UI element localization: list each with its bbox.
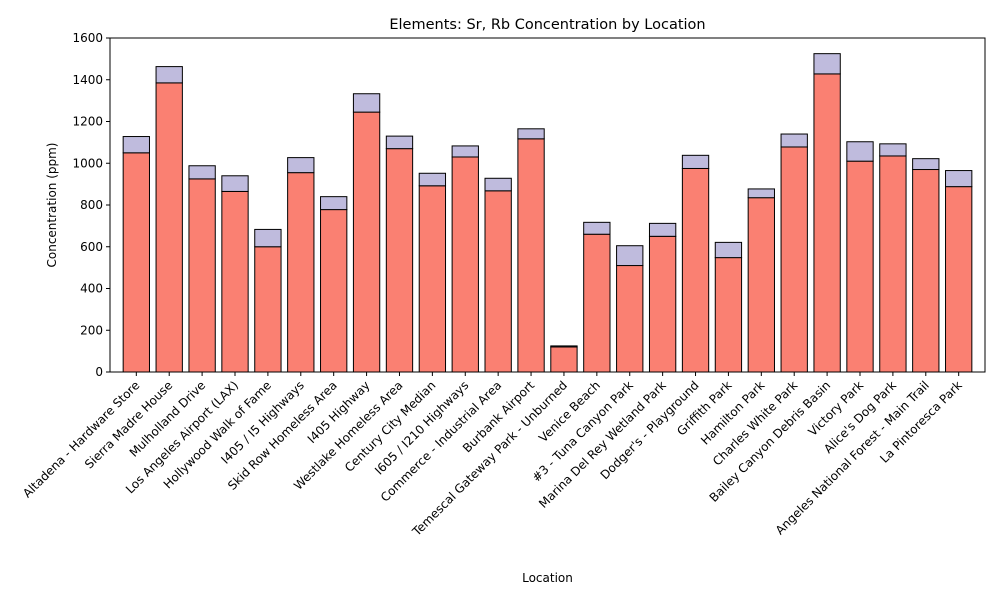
bar-segment-1-21 [780,146,808,373]
bar-segment-2-23 [846,141,874,162]
y-tick-label: 800 [80,198,103,212]
bar-segment-1-9 [385,148,414,373]
bar-segment-1-8 [352,111,381,373]
bar-segment-2-10 [418,172,447,187]
bar-segment-2-2 [155,66,183,84]
y-tick-label: 1000 [72,156,103,170]
y-tick-label: 600 [80,240,103,254]
bar-segment-1-3 [188,178,216,373]
bar-segment-2-12 [484,177,512,192]
bar-segment-1-10 [418,185,447,373]
y-tick-label: 0 [95,365,103,379]
bar-segment-1-4 [221,190,249,373]
bar-segment-2-26 [945,170,973,188]
bar-segment-1-25 [912,169,940,373]
bar-segment-1-11 [451,156,479,373]
bar-segment-2-1 [122,136,150,154]
bar-segment-1-18 [681,167,710,373]
bar-segment-2-13 [517,128,545,140]
y-axis-title: Concentration (ppm) [45,143,59,268]
bar-segment-2-20 [747,188,775,199]
bar-segment-2-24 [879,143,907,157]
bar-segment-1-2 [155,82,183,373]
bar-segment-2-8 [352,93,381,113]
y-tick-label: 1200 [72,115,103,129]
bar-segment-2-7 [320,196,348,211]
y-tick-label: 400 [80,282,103,296]
bar-segment-2-6 [287,157,315,174]
y-axis: 0 200 400 600 800 1000 1200 1400 1600 [72,31,110,379]
bar-segment-1-16 [616,265,644,373]
bar-segment-2-16 [616,245,644,267]
bars-layer [122,53,973,373]
bar-segment-2-25 [912,158,940,171]
y-tick-label: 1600 [72,31,103,45]
bar-segment-2-9 [385,135,414,150]
bar-segment-2-15 [583,221,611,235]
bar-segment-1-5 [254,246,282,373]
bar-segment-2-3 [188,165,216,180]
bar-segment-1-26 [945,186,973,373]
bar-segment-1-1 [122,152,150,373]
bar-segment-2-22 [813,53,841,75]
bar-segment-1-7 [320,209,348,373]
bar-segment-1-12 [484,190,512,373]
bar-segment-2-5 [254,228,282,248]
bar-segment-2-17 [648,222,677,237]
bar-segment-1-15 [583,233,611,373]
bar-segment-1-14 [550,346,578,373]
bar-segment-1-19 [714,257,743,373]
x-axis-title: Location [522,571,573,585]
bar-segment-2-14 [550,345,578,348]
bar-segment-2-18 [681,154,710,169]
y-tick-label: 200 [80,323,103,337]
bar-segment-2-21 [780,133,808,148]
bar-segment-1-13 [517,138,545,373]
bar-segment-1-23 [846,160,874,373]
chart-title: Elements: Sr, Rb Concentration by Locati… [389,17,705,33]
bar-segment-1-20 [747,197,775,373]
bar-segment-1-22 [813,73,841,373]
bar-segment-1-6 [287,172,315,373]
y-tick-label: 1400 [72,73,103,87]
bar-segment-2-11 [451,145,479,158]
bar-segment-1-17 [648,235,677,373]
bar-segment-2-19 [714,241,743,259]
bar-segment-1-24 [879,155,907,373]
bar-segment-2-4 [221,175,249,192]
